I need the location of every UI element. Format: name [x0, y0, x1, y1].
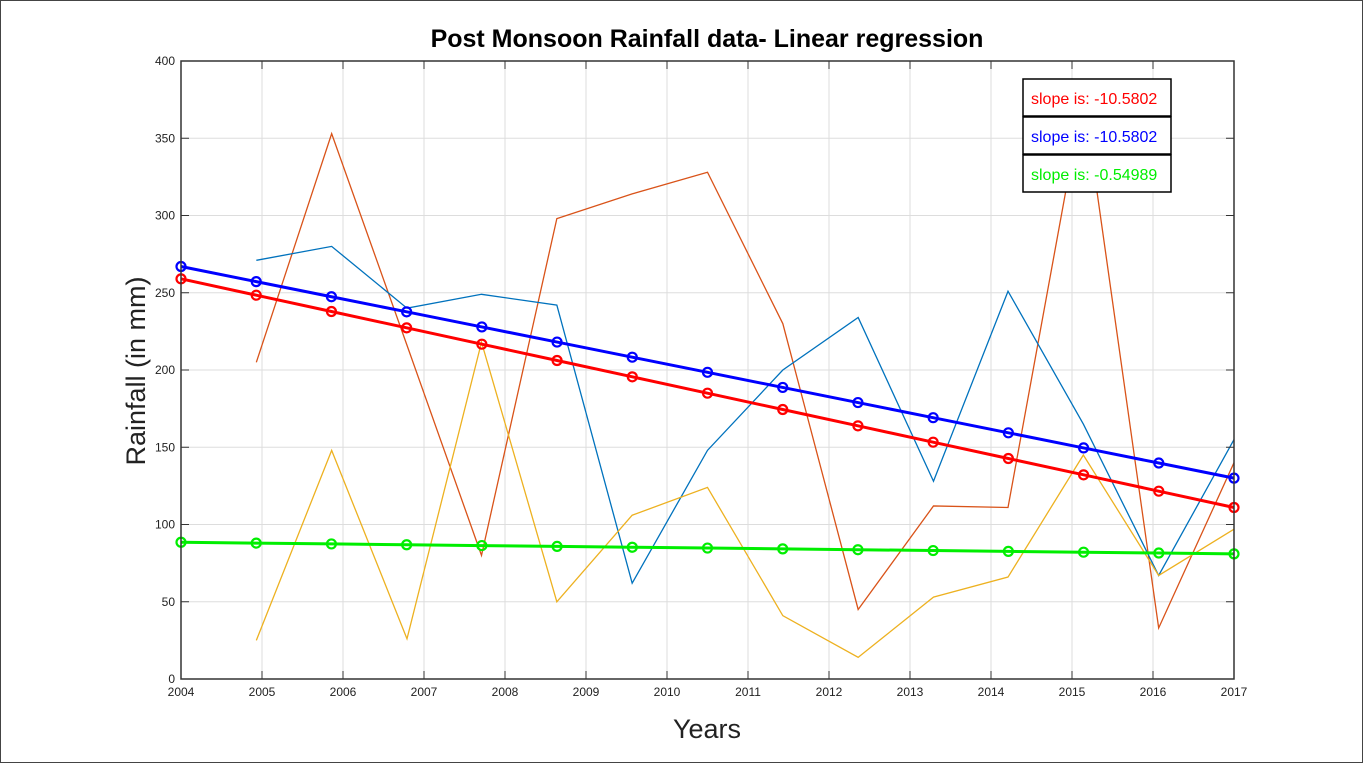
fit-marker	[626, 351, 638, 363]
legend-label-3: slope is: -0.54989	[1031, 167, 1157, 184]
fit-marker	[551, 354, 563, 367]
fit-marker	[927, 436, 939, 448]
x-tick-label: 2005	[249, 685, 276, 699]
data-lines	[175, 94, 1240, 659]
fit-marker	[325, 291, 338, 303]
y-tick-label: 100	[155, 518, 175, 532]
fit-marker	[777, 543, 789, 555]
fit-marker	[250, 276, 262, 288]
fit-marker	[1002, 545, 1014, 557]
y-axis-label: Rainfall (in mm)	[121, 276, 151, 465]
x-tick-label: 2007	[411, 685, 438, 699]
fit-marker	[1002, 452, 1014, 465]
fit-marker	[1153, 547, 1165, 559]
chart-title: Post Monsoon Rainfall data- Linear regre…	[431, 25, 984, 53]
x-tick-label: 2012	[816, 685, 843, 699]
x-tick-label: 2006	[330, 685, 357, 699]
x-tick-label: 2015	[1059, 685, 1086, 699]
y-tick-label: 0	[168, 672, 175, 686]
fit-line-1	[180, 277, 1235, 509]
y-tick-label: 300	[155, 209, 175, 223]
legend-box-1	[1022, 78, 1172, 117]
fit-marker	[852, 544, 864, 556]
fit-marker	[476, 539, 488, 552]
y-tick-label: 250	[155, 286, 175, 300]
fit-marker	[250, 537, 262, 549]
x-tick-label: 2004	[168, 685, 195, 699]
x-tick-label: 2014	[978, 685, 1005, 699]
series-line-3	[255, 339, 1235, 659]
x-tick-label: 2011	[735, 685, 761, 699]
fit-marker	[476, 338, 488, 350]
fit-marker	[551, 336, 563, 348]
fit-marker	[1077, 469, 1090, 481]
x-tick-label: 2009	[573, 685, 600, 699]
fit-marker	[701, 387, 714, 399]
legend-box-2	[1022, 116, 1172, 155]
fit-marker	[1002, 427, 1014, 439]
fit-marker	[1077, 442, 1090, 454]
fit-marker	[250, 289, 262, 301]
fit-marker	[852, 396, 864, 409]
fit-marker	[701, 542, 714, 554]
legend: slope is: -10.5802 slope is: -10.5802 slop…	[1022, 78, 1172, 193]
fit-line-3	[180, 540, 1235, 556]
fit-marker	[476, 321, 488, 333]
fit-marker	[626, 371, 638, 383]
plot-box	[180, 60, 1235, 680]
fit-marker	[927, 544, 939, 557]
fit-marker	[777, 381, 789, 394]
fit-marker	[1153, 485, 1165, 497]
legend-label-2: slope is: -10.5802	[1031, 129, 1157, 146]
fit-marker	[927, 412, 939, 424]
legend-box-3	[1022, 154, 1172, 193]
legend-label-1: slope is: -10.5802	[1031, 91, 1157, 108]
fit-marker	[1077, 546, 1090, 558]
fit-marker	[401, 322, 413, 334]
fit-marker	[551, 540, 563, 553]
fit-marker	[777, 403, 789, 416]
fit-marker	[701, 366, 714, 378]
axes: 2004 2005 2006 2007 2008 2009 2010 2011 2012 2013…	[155, 54, 1248, 699]
y-tick-label: 350	[155, 131, 175, 145]
fit-line-2	[180, 265, 1235, 480]
x-tick-label: 2008	[492, 685, 519, 699]
fit-marker	[325, 305, 338, 318]
fit-marker	[852, 420, 864, 432]
series-line-2	[256, 245, 1235, 585]
x-tick-label: 2010	[654, 685, 681, 699]
fit-marker	[626, 541, 638, 553]
y-tick-label: 150	[155, 440, 175, 454]
x-tick-label: 2013	[897, 685, 924, 699]
fit-marker	[1153, 457, 1165, 469]
y-tick-label: 400	[155, 54, 175, 68]
fit-marker	[325, 538, 338, 550]
x-axis-label: Years	[673, 714, 741, 744]
fit-marker	[401, 539, 413, 551]
y-tick-label: 200	[155, 363, 175, 377]
x-tick-label: 2016	[1140, 685, 1167, 699]
fit-marker	[401, 306, 413, 318]
y-tick-label: 50	[162, 595, 176, 609]
x-tick-label: 2017	[1221, 685, 1248, 699]
